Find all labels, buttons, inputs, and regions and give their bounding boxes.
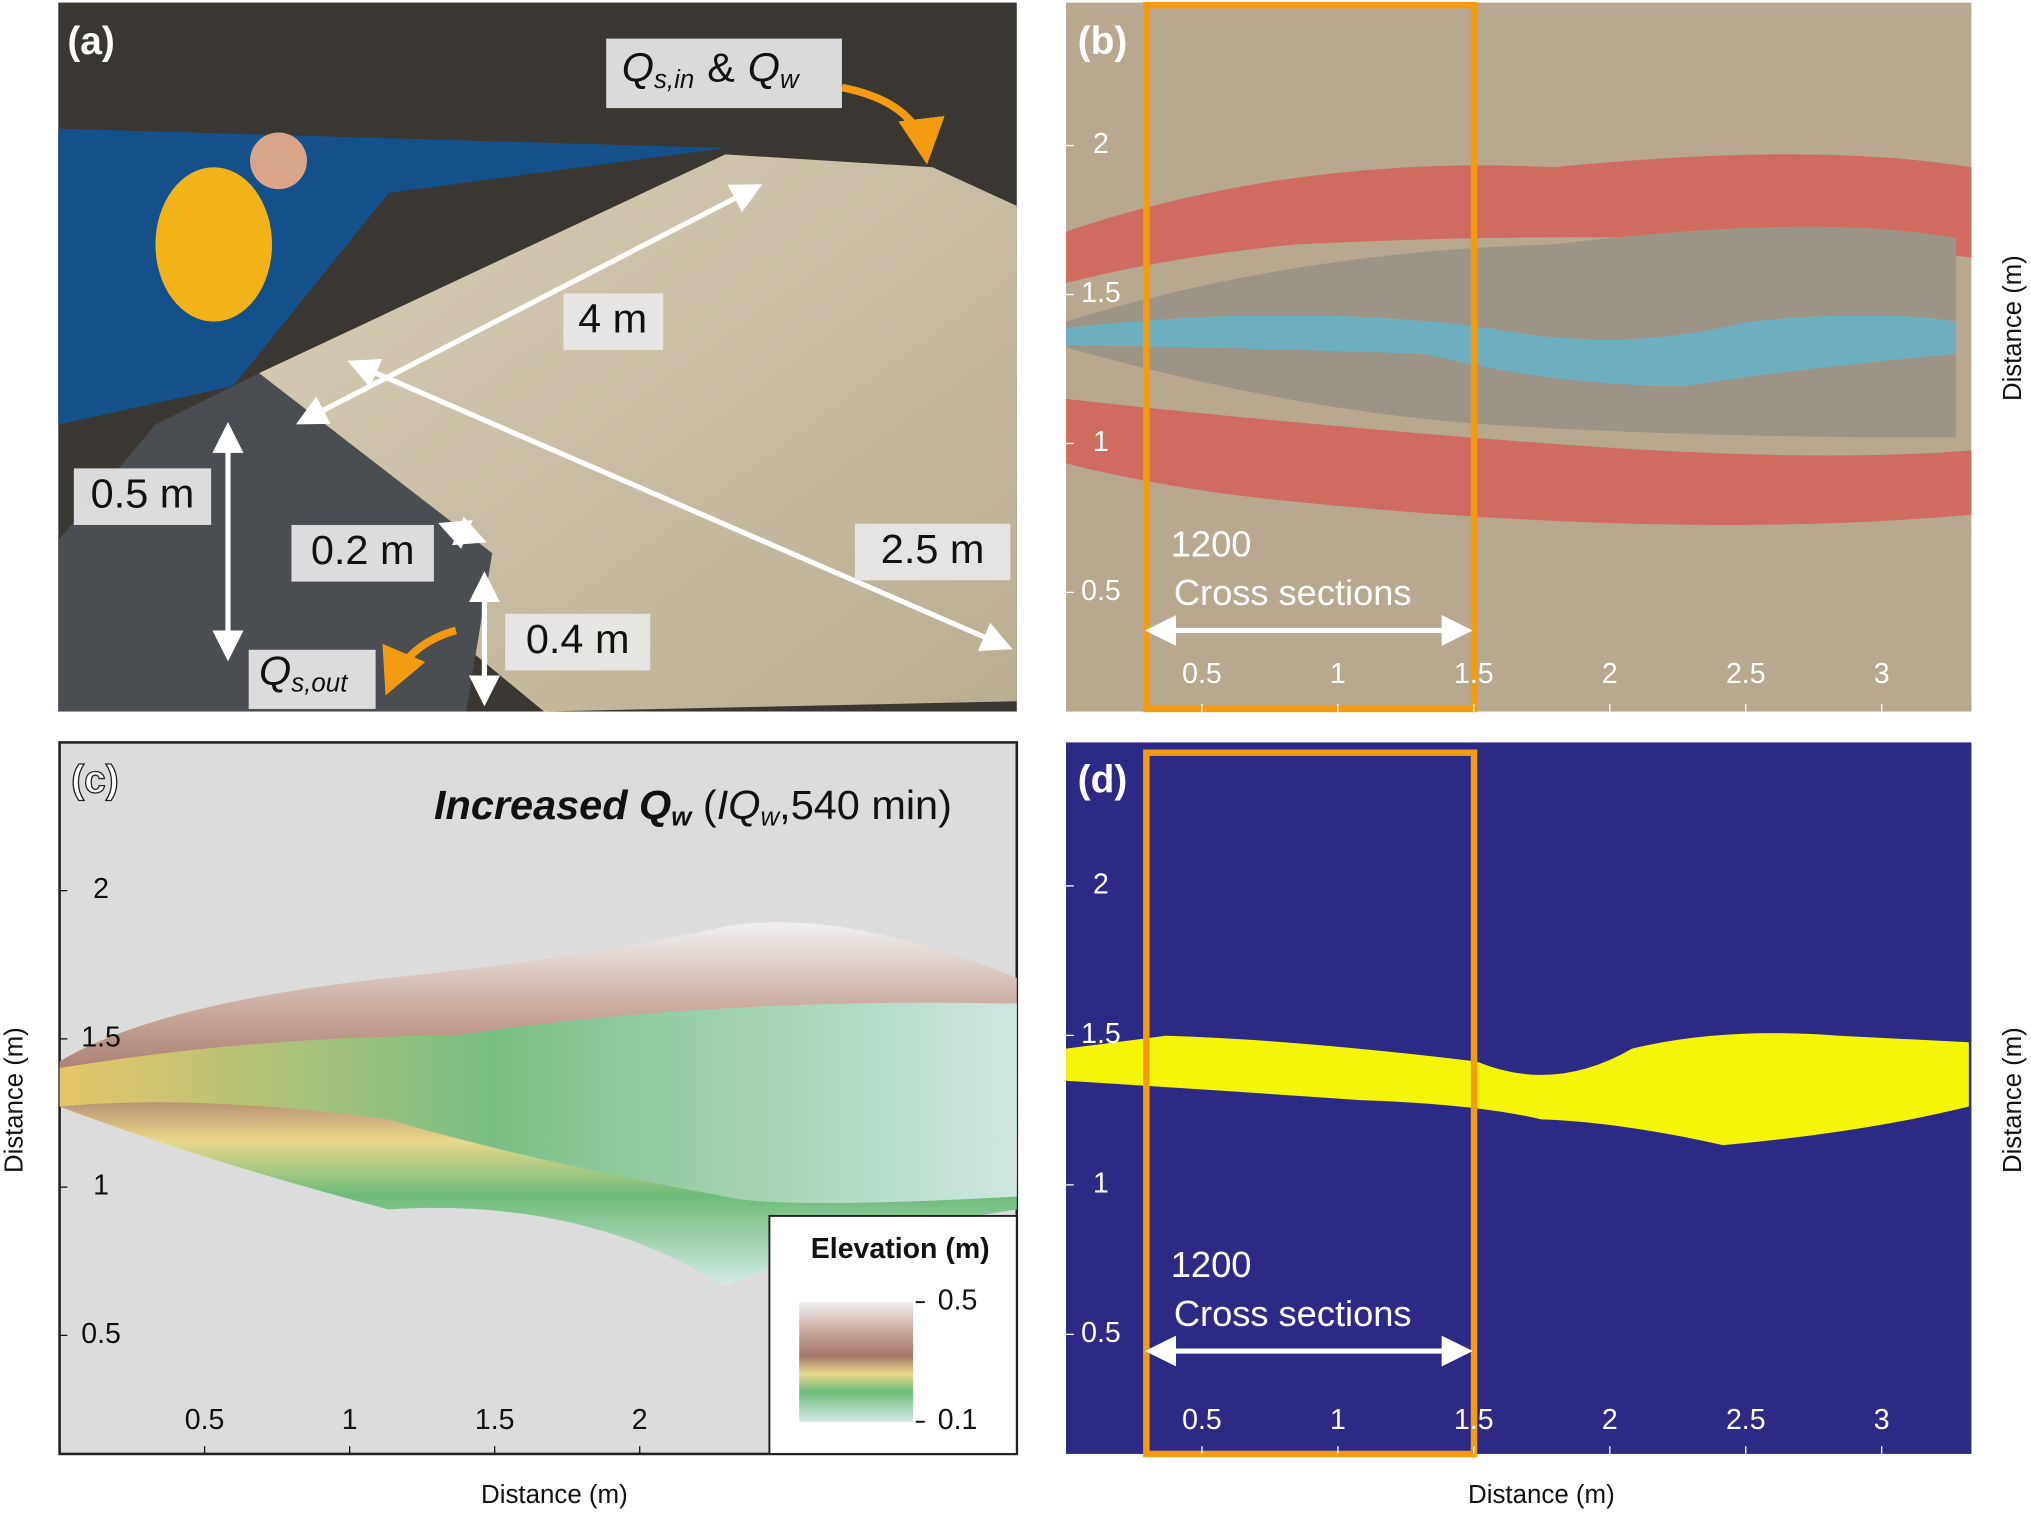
panel-label: (d) — [1078, 759, 1128, 802]
title-part: IQ — [717, 782, 761, 828]
y-tick-label: 0.5 — [1081, 1317, 1121, 1349]
subscript: s,out — [291, 669, 349, 697]
y-tick-label: 1 — [1093, 426, 1109, 458]
y-tick-label: 1.5 — [1081, 1018, 1121, 1050]
x-tick-label: 1.5 — [1454, 1404, 1494, 1436]
x-tick-label: 0.5 — [1182, 658, 1222, 690]
y-tick-label: 0.5 — [81, 1318, 121, 1350]
panel-label: (c) — [71, 759, 118, 802]
depth-label: 0.5 m — [91, 471, 195, 517]
x-axis-label: Distance (m) — [481, 1481, 628, 1509]
label-box — [606, 38, 842, 109]
colorbar-tick-label: 0.5 — [938, 1285, 978, 1317]
y-axis-label: Distance (m) — [0, 1027, 28, 1173]
panel-a: (a) Qs,in & Qw Qs,out 4 m 2.5 m 0.5 m 0.2 … — [58, 2, 1017, 712]
x-tick-label: 1 — [342, 1404, 358, 1436]
subscript: w — [671, 803, 693, 831]
y-tick-label: 2 — [1093, 128, 1109, 160]
title-part: ,540 min) — [779, 782, 952, 828]
x-tick-label: 3 — [1874, 658, 1890, 690]
y-axis-label: Distance (m) — [1999, 1027, 2027, 1173]
inflow-arrow — [841, 83, 945, 165]
width-label: 2.5 m — [881, 526, 985, 572]
y-tick-label: 1.5 — [1081, 277, 1121, 309]
count: 1200 — [1171, 523, 1252, 564]
x-tick-label: 1.5 — [475, 1404, 515, 1436]
panel-label: (a) — [67, 20, 114, 63]
x-tick-label: 1.5 — [1454, 658, 1494, 690]
x-tick-label: 0.5 — [185, 1404, 225, 1436]
subscript: w — [780, 66, 801, 94]
panel-b: (b) 1200 Cross sections Distance (m) — [1066, 1, 2027, 713]
label-box — [505, 613, 651, 671]
gap-arrow — [438, 516, 487, 549]
x-tick-label: 1 — [1330, 1404, 1346, 1436]
label-box — [854, 523, 1011, 581]
panel-c: Increased Qw (IQw,540 min) (c) Elevation… — [0, 741, 1019, 1509]
x-tick-label: 3 — [1874, 1404, 1890, 1436]
inflow-label: Qs,in & Qw — [622, 45, 801, 94]
colorbar-tick-label: 0.1 — [938, 1404, 978, 1436]
y-tick-label: 0.5 — [1081, 575, 1121, 607]
outlet-label: 0.4 m — [526, 616, 630, 662]
symbol: Q — [622, 45, 654, 91]
colorbar — [799, 1302, 914, 1422]
title-part: Increased Q — [434, 782, 671, 828]
title-part: ( — [691, 782, 717, 828]
label-box — [73, 468, 212, 525]
x-tick-label: 2 — [1602, 658, 1618, 690]
label-box — [248, 649, 376, 709]
cross-section-box — [1143, 749, 1478, 1458]
cross-section-box — [1143, 1, 1478, 713]
panel-title: Increased Qw (IQw,540 min) — [434, 782, 952, 831]
person — [155, 167, 273, 322]
count-label: Cross sections — [1174, 1293, 1412, 1334]
channel-floor — [59, 1002, 1017, 1204]
gap-label: 0.2 m — [311, 527, 415, 573]
y-axis-label: Distance (m) — [1999, 255, 2027, 401]
width-arrow — [347, 358, 1013, 652]
count: 1200 — [1171, 1244, 1252, 1285]
y-tick-label: 1.5 — [81, 1021, 121, 1053]
x-tick-label: 2 — [1602, 1404, 1618, 1436]
length-label: 4 m — [578, 296, 647, 342]
label-box — [291, 524, 434, 582]
dye-band — [1066, 154, 1972, 284]
y-tick-label: 1 — [93, 1170, 109, 1202]
outflow-label: Qs,out — [259, 648, 349, 697]
colorbar-title: Elevation (m) — [811, 1233, 990, 1265]
x-axis-label: Distance (m) — [1468, 1481, 1615, 1509]
y-tick-label: 2 — [93, 873, 109, 905]
person-head — [249, 132, 307, 190]
panel-label: (b) — [1078, 20, 1128, 63]
symbol: Q — [259, 648, 291, 694]
label-box — [563, 293, 664, 350]
wetted-channel — [1066, 1033, 1969, 1146]
x-tick-label: 1 — [1330, 658, 1346, 690]
symbol: Q — [748, 45, 780, 91]
x-tick-label: 2.5 — [1726, 658, 1766, 690]
subscript: s,in — [654, 66, 694, 94]
y-tick-label: 1 — [1093, 1167, 1109, 1199]
x-tick-label: 0.5 — [1182, 1404, 1222, 1436]
outflow-arrow — [382, 626, 458, 696]
subscript: w — [760, 803, 781, 831]
ampersand: & — [707, 45, 735, 91]
dye-band — [1066, 398, 1972, 525]
channel-water — [1066, 315, 1956, 387]
count-label: Cross sections — [1174, 572, 1412, 613]
y-tick-label: 2 — [1093, 868, 1109, 900]
x-tick-label: 2.5 — [1726, 1404, 1766, 1436]
panel-d: (d) 1200 Cross sections Distance (m) Dis… — [1066, 742, 2027, 1509]
x-tick-label: 2 — [632, 1404, 648, 1436]
